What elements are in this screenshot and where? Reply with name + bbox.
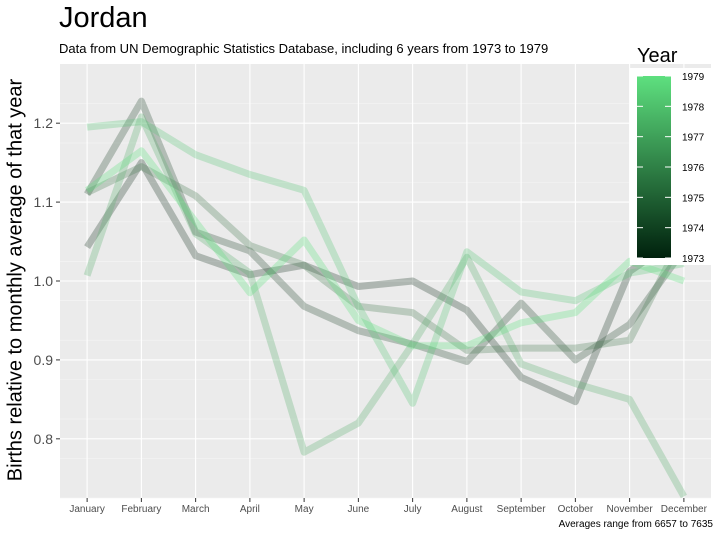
legend-title: Year <box>637 45 678 67</box>
x-tick-label: February <box>121 504 161 515</box>
y-tick-label: 0.9 <box>34 352 54 368</box>
x-tick-label: August <box>451 504 482 515</box>
x-tick-label: September <box>497 504 547 515</box>
x-tick-label: October <box>558 504 594 515</box>
series-lines <box>83 97 688 499</box>
y-tick-label: 1.0 <box>34 273 54 289</box>
x-tick-label: April <box>240 504 260 515</box>
x-tick-label: January <box>69 504 105 515</box>
series-line-1978 <box>86 118 685 407</box>
series-line-1977 <box>83 113 687 499</box>
chart-caption: Averages range from 6657 to 7635 <box>558 519 713 530</box>
legend-tick-label: 1973 <box>682 254 705 265</box>
legend-tick-label: 1978 <box>682 102 705 113</box>
legend-tick-label: 1977 <box>682 133 705 144</box>
series-line-1979 <box>85 147 686 350</box>
chart-title: Jordan <box>59 2 148 34</box>
x-tick-label: December <box>661 504 708 515</box>
axes: 0.8 0.9 1.0 1.1 1.2 January February March April… <box>34 115 708 515</box>
legend-tick-label: 1975 <box>682 193 705 204</box>
series-line-1974 <box>84 97 687 365</box>
y-tick-label: 1.2 <box>34 115 54 131</box>
series-line-1975 <box>85 163 688 354</box>
y-tick-label: 1.1 <box>34 194 54 210</box>
x-tick-label: June <box>348 504 370 515</box>
plot-panel <box>60 64 711 499</box>
x-tick-label: November <box>607 504 654 515</box>
legend-tick-label: 1976 <box>682 163 705 174</box>
series-line-1973 <box>84 159 686 406</box>
x-tick-label: March <box>182 504 210 515</box>
y-tick-label: 0.8 <box>34 431 54 447</box>
legend: 1979 1978 1977 1976 1975 1974 1973 <box>630 68 714 265</box>
x-tick-label: May <box>295 504 314 515</box>
x-tick-label: July <box>404 504 422 515</box>
legend-tick-label: 1979 <box>682 72 705 83</box>
chart-subtitle: Data from UN Demographic Statistics Data… <box>59 41 549 56</box>
legend-tick-label: 1974 <box>682 224 705 235</box>
